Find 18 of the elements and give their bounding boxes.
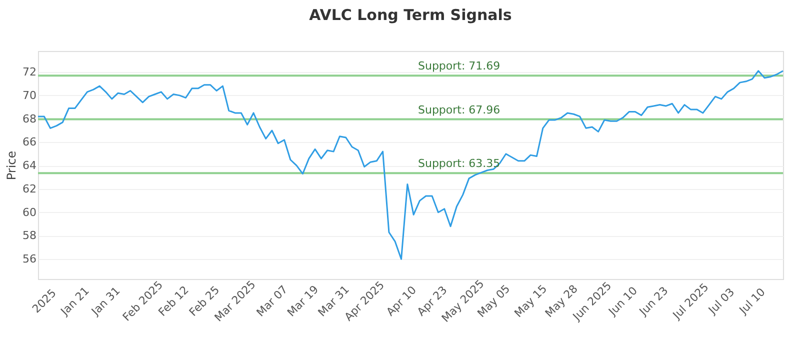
y-tick-label: 64: [22, 159, 36, 172]
x-tick-label: Jul 10: [736, 286, 768, 318]
chart-title: AVLC Long Term Signals: [309, 6, 512, 24]
x-tick-label: Apr 10: [384, 284, 419, 319]
y-tick-label: 60: [22, 206, 36, 219]
ref-line-label: Support: 67.96: [418, 103, 500, 116]
y-tick-label: 56: [22, 252, 36, 266]
ref-line-label: Support: 71.69: [418, 60, 500, 73]
y-tick-label: 66: [22, 136, 36, 149]
y-axis-title: Price: [4, 150, 19, 180]
y-tick-label: 72: [22, 66, 36, 79]
y-tick-label: 68: [22, 112, 36, 126]
y-tick-label: 58: [22, 229, 36, 242]
y-tick-label: 70: [22, 88, 36, 102]
ref-line-label: Support: 63.35: [418, 157, 500, 170]
y-tick-label: 62: [22, 182, 36, 196]
line-series: [37, 70, 784, 260]
x-tick-label: Jun 23: [636, 284, 671, 319]
